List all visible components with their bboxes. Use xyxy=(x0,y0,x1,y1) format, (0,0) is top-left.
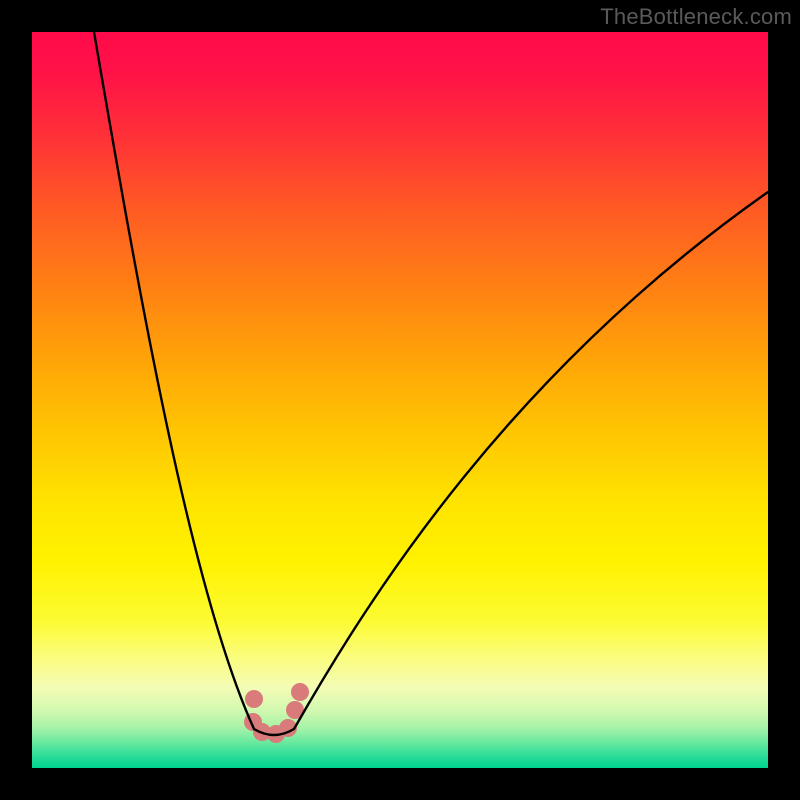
valley-marker xyxy=(245,690,263,708)
watermark-text: TheBottleneck.com xyxy=(600,4,792,30)
valley-marker xyxy=(291,683,309,701)
bottleneck-curve xyxy=(32,32,768,768)
v-curve-path xyxy=(94,32,768,735)
plot-frame xyxy=(32,32,768,768)
